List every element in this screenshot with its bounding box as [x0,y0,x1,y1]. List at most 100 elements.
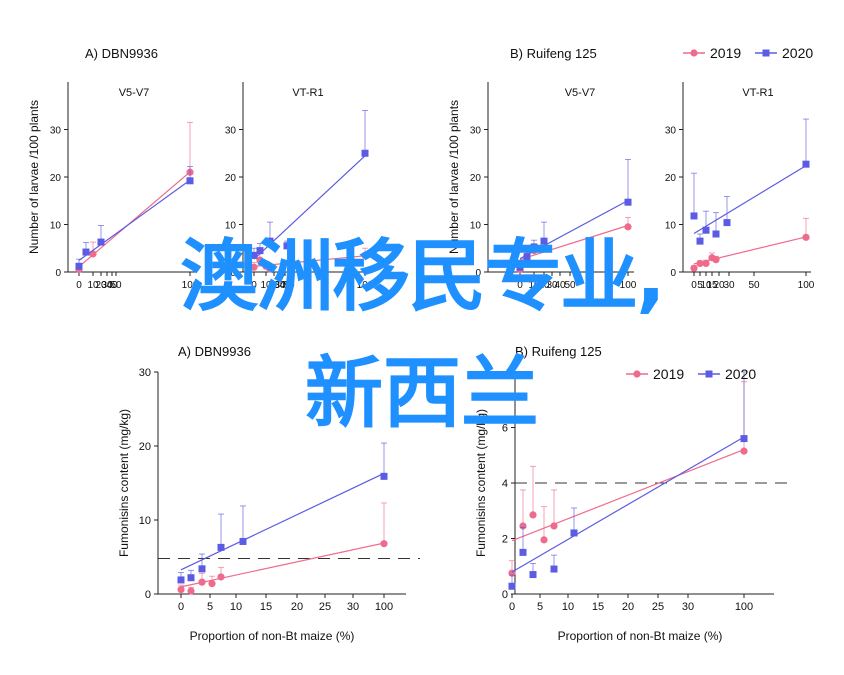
x-tick-label: 0 [76,280,82,291]
x-tick-label: 100 [182,280,199,291]
data-point-2019 [696,259,704,268]
y-tick-label: 2 [502,534,508,546]
x-tick-label: 0 [251,280,257,291]
x-tick-label: 20 [622,601,634,613]
legend-top: 2019 2020 [683,45,813,61]
x-tick-label: 100 [375,601,393,613]
y-axis-label: Number of larvae /100 plants [27,100,41,254]
x-tick-label: 20 [95,280,107,291]
y-tick-label: 30 [225,126,237,137]
y-tick-label: 0 [502,589,508,601]
data-point-2020 [530,243,538,251]
data-point-2020 [696,237,704,245]
x-tick-label: 25 [319,601,331,613]
trend-line-2020 [511,436,745,573]
y-tick-label: 0 [55,268,61,279]
data-point-2019 [217,573,225,581]
trend-line-2020 [78,179,191,261]
data-point-2019 [540,245,548,253]
x-tick-label: 40 [554,280,566,291]
data-point-2020 [266,237,274,245]
x-tick-label: 10 [700,280,712,291]
data-point-2020 [75,262,83,270]
x-tick-label: 30 [546,280,558,291]
x-axis-label: Proportion of non-Bt maize (%) [190,629,355,643]
y-tick-label: 20 [50,173,62,184]
x-tick-label: 50 [283,280,295,291]
x-tick-label: 15 [260,601,272,613]
trend-line-2019 [511,449,745,542]
y-tick-label: 20 [665,173,677,184]
panel-subtitle: V5-V7 [565,87,596,99]
data-point-2020 [82,248,90,256]
chart-panel-3 [484,82,634,276]
x-tick-label: 40 [106,280,118,291]
data-point-2020 [740,435,748,443]
data-point-2020 [723,219,731,227]
x-tick-label: 10 [562,601,574,613]
x-tick-label: 0 [178,601,184,613]
y-tick-label: 30 [50,126,62,137]
panel-title: B) Ruifeng 125 [515,344,602,359]
data-point-2020 [516,263,524,271]
legend-label: 2020 [782,45,813,61]
y-tick-label: 30 [470,126,482,137]
x-tick-label: 50 [748,280,760,291]
y-tick-label: 30 [139,367,151,379]
data-point-2019 [198,578,206,586]
trend-line-2019 [78,171,191,268]
panel-title: A) DBN9936 [178,344,251,359]
data-point-2020 [186,177,194,185]
data-point-2020 [712,230,720,238]
trend-line-2020 [180,472,385,571]
y-axis-label: Fumonisins content (mg/kg) [474,409,488,557]
x-tick-label: 0 [509,601,515,613]
x-tick-label: 5 [537,601,543,613]
legend-label: 2019 [710,45,741,61]
x-tick-label: 20 [268,280,280,291]
y-tick-label: 10 [225,221,237,232]
x-tick-label: 10 [260,280,272,291]
data-point-2020 [217,543,225,551]
data-point-2019 [624,223,632,231]
trend-line-2019 [519,224,629,261]
legend-label: 2019 [653,366,684,382]
y-tick-label: 0 [475,268,481,279]
data-point-2019 [740,447,748,455]
legend-bottom: 2019 2020 [626,366,756,382]
x-tick-label: 20 [713,280,725,291]
data-point-2019 [690,264,698,272]
data-point-2019 [712,256,720,264]
x-tick-label: 100 [798,280,815,291]
x-tick-label: 30 [274,280,286,291]
x-tick-label: 10 [87,280,99,291]
data-point-2020 [283,242,291,250]
x-tick-label: 20 [538,280,550,291]
x-tick-label: 100 [357,280,374,291]
x-tick-label: 50 [110,280,122,291]
legend-label: 2020 [725,366,756,382]
data-point-2019 [177,585,185,594]
data-point-2020 [624,198,632,206]
x-tick-label: 30 [682,601,694,613]
x-tick-label: 15 [592,601,604,613]
data-point-2019 [550,522,558,530]
x-tick-label: 10 [230,601,242,613]
data-point-2019 [540,536,548,544]
legend-marker [762,49,770,57]
chart-panel-4 [679,82,811,276]
x-tick-label: 25 [652,601,664,613]
x-tick-label: 30 [723,280,735,291]
y-tick-label: 30 [665,126,677,137]
panel-title: A) DBN9936 [85,46,158,61]
panel-subtitle: VT-R1 [742,87,773,99]
data-point-2020 [529,571,537,579]
data-point-2019 [802,233,810,241]
data-point-2020 [570,529,578,537]
chart-panel-5 [154,371,420,598]
trend-line-2019 [253,255,366,267]
y-tick-label: 20 [225,173,237,184]
y-tick-label: 10 [139,515,151,527]
chart-panel-1 [64,82,196,276]
